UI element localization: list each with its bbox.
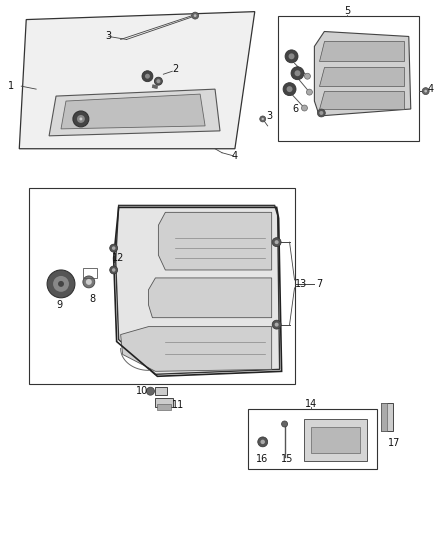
Bar: [29, 189, 294, 384]
Circle shape: [112, 246, 116, 250]
Polygon shape: [319, 42, 404, 61]
Circle shape: [83, 276, 95, 288]
Circle shape: [47, 270, 75, 298]
Circle shape: [422, 87, 429, 94]
Circle shape: [319, 111, 323, 115]
Polygon shape: [120, 327, 272, 372]
Circle shape: [282, 421, 288, 427]
Text: 14: 14: [305, 399, 318, 409]
Polygon shape: [159, 212, 272, 270]
Circle shape: [146, 387, 155, 395]
Circle shape: [86, 279, 92, 285]
Bar: [155, 398, 173, 407]
Circle shape: [145, 74, 150, 79]
Text: 8: 8: [90, 294, 96, 304]
Circle shape: [301, 105, 307, 111]
Circle shape: [79, 117, 82, 120]
Text: 9: 9: [56, 300, 62, 310]
Text: 11: 11: [172, 400, 184, 410]
Polygon shape: [148, 278, 272, 318]
Text: 6: 6: [293, 104, 299, 114]
Text: 1: 1: [8, 81, 14, 91]
Text: 15: 15: [281, 454, 294, 464]
Text: 4: 4: [427, 84, 434, 94]
Polygon shape: [19, 12, 255, 149]
Circle shape: [318, 109, 325, 117]
Circle shape: [261, 440, 265, 444]
Circle shape: [194, 14, 197, 17]
Circle shape: [291, 67, 304, 80]
Circle shape: [73, 111, 89, 127]
Circle shape: [156, 79, 160, 83]
Bar: [248, 409, 377, 469]
Circle shape: [112, 268, 116, 272]
Circle shape: [424, 90, 427, 93]
Text: 3: 3: [267, 111, 273, 121]
Text: 10: 10: [136, 386, 148, 396]
Text: 17: 17: [388, 438, 400, 448]
Circle shape: [275, 322, 279, 327]
Text: 2: 2: [172, 64, 178, 74]
Circle shape: [289, 53, 294, 59]
Polygon shape: [319, 91, 404, 109]
Bar: [278, 15, 419, 141]
Text: 3: 3: [106, 31, 112, 42]
Circle shape: [260, 116, 266, 122]
Bar: [157, 404, 171, 410]
Bar: [381, 403, 387, 431]
Circle shape: [307, 89, 312, 95]
Polygon shape: [311, 427, 360, 453]
Text: 7: 7: [316, 279, 322, 289]
Text: 5: 5: [344, 6, 350, 15]
Circle shape: [192, 12, 198, 19]
Circle shape: [286, 86, 293, 92]
Circle shape: [272, 238, 281, 247]
Text: 13: 13: [295, 279, 307, 289]
Polygon shape: [314, 31, 411, 116]
Circle shape: [110, 266, 118, 274]
Circle shape: [110, 244, 118, 252]
Bar: [381, 403, 393, 431]
FancyArrow shape: [152, 85, 158, 88]
Circle shape: [283, 83, 296, 95]
Circle shape: [53, 276, 69, 292]
Polygon shape: [304, 419, 367, 461]
Circle shape: [272, 320, 281, 329]
Bar: [155, 387, 167, 395]
Circle shape: [275, 240, 279, 244]
Circle shape: [304, 73, 311, 79]
Bar: [83, 268, 97, 278]
Circle shape: [294, 70, 300, 76]
Text: 16: 16: [256, 454, 268, 464]
Circle shape: [285, 50, 298, 63]
Circle shape: [142, 71, 153, 82]
Circle shape: [258, 437, 268, 447]
Polygon shape: [319, 67, 404, 86]
Circle shape: [155, 77, 162, 85]
Text: 12: 12: [113, 253, 125, 263]
Polygon shape: [49, 89, 220, 136]
Text: 4: 4: [232, 151, 238, 161]
Circle shape: [58, 281, 64, 287]
Circle shape: [77, 115, 85, 123]
Polygon shape: [61, 94, 205, 129]
Circle shape: [261, 118, 264, 120]
Polygon shape: [116, 205, 279, 374]
